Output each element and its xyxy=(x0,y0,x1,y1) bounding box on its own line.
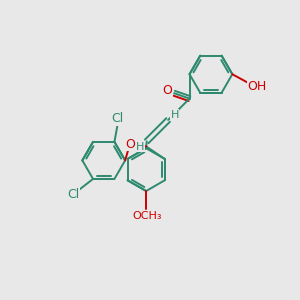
Text: H: H xyxy=(170,110,179,120)
Text: Cl: Cl xyxy=(67,188,79,201)
Text: OCH₃: OCH₃ xyxy=(132,211,161,221)
Text: OH: OH xyxy=(248,80,267,93)
Text: O: O xyxy=(125,138,135,151)
Text: H: H xyxy=(136,142,144,152)
Text: Cl: Cl xyxy=(111,112,124,125)
Text: O: O xyxy=(163,84,172,98)
